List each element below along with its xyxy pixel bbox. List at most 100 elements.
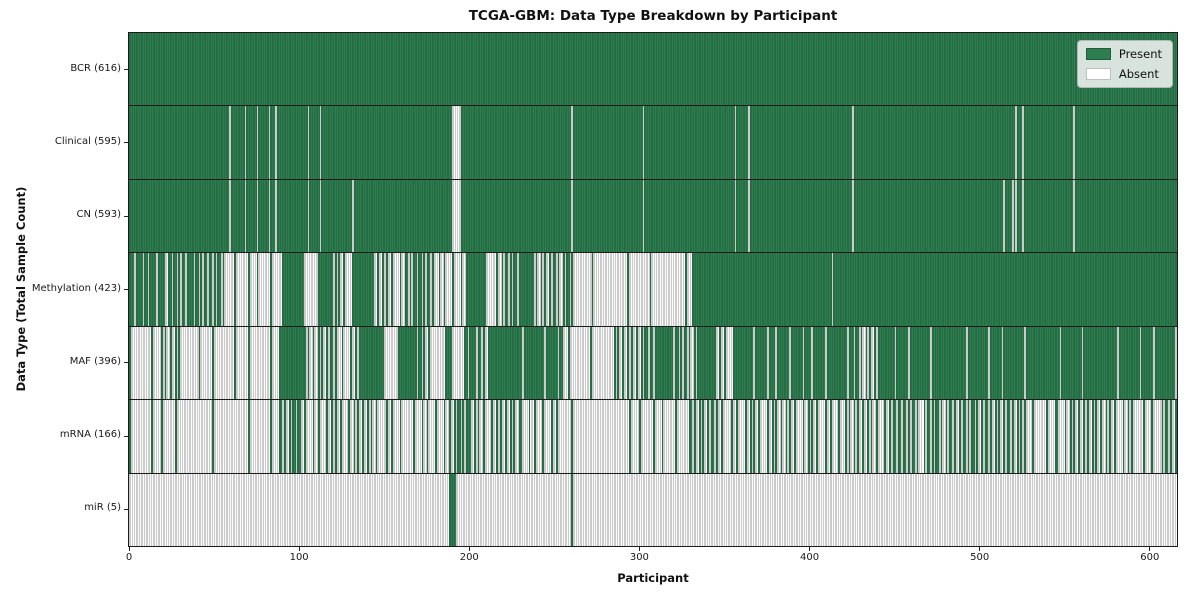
absent-run bbox=[1163, 400, 1166, 473]
absent-run bbox=[215, 253, 218, 326]
present-run bbox=[875, 400, 878, 473]
absent-run bbox=[1168, 400, 1171, 473]
absent-run bbox=[715, 326, 720, 400]
absent-run bbox=[1139, 326, 1142, 400]
present-run bbox=[884, 400, 887, 473]
present-run bbox=[391, 400, 393, 473]
absent-run bbox=[573, 473, 1177, 546]
present-run bbox=[680, 326, 682, 400]
absent-run bbox=[653, 326, 655, 400]
absent-run bbox=[214, 400, 249, 473]
absent-run bbox=[870, 326, 875, 400]
absent-run bbox=[450, 400, 454, 473]
absent-run bbox=[933, 400, 936, 473]
x-tick-label: 600 bbox=[1140, 552, 1160, 563]
absent-run bbox=[930, 400, 932, 473]
present-run bbox=[870, 400, 873, 473]
absent-run bbox=[336, 326, 342, 400]
present-run bbox=[292, 400, 296, 473]
present-run bbox=[353, 179, 453, 253]
absent-run bbox=[535, 400, 543, 473]
present-run bbox=[724, 326, 727, 400]
absent-run bbox=[163, 400, 175, 473]
x-tick-mark bbox=[298, 547, 300, 551]
present-run bbox=[151, 400, 153, 473]
present-run bbox=[1017, 400, 1019, 473]
absent-run bbox=[877, 400, 885, 473]
present-run bbox=[278, 400, 283, 473]
present-run bbox=[556, 400, 558, 473]
present-run bbox=[641, 326, 643, 400]
present-run bbox=[702, 400, 705, 473]
present-run bbox=[1151, 400, 1154, 473]
y-tick-mark bbox=[124, 435, 128, 437]
absent-run bbox=[942, 400, 946, 473]
present-run bbox=[457, 400, 461, 473]
present-run bbox=[1003, 326, 1024, 400]
absent-run bbox=[862, 326, 866, 400]
present-run bbox=[903, 400, 907, 473]
present-run bbox=[399, 253, 402, 326]
present-run bbox=[178, 253, 181, 326]
absent-run bbox=[542, 253, 545, 326]
absent-run bbox=[319, 400, 327, 473]
present-run bbox=[954, 400, 956, 473]
present-run bbox=[780, 400, 783, 473]
absent-run bbox=[336, 253, 339, 326]
present-run bbox=[848, 400, 851, 473]
absent-run bbox=[996, 400, 999, 473]
absent-run bbox=[152, 400, 162, 473]
present-run bbox=[721, 400, 723, 473]
present-run bbox=[923, 400, 926, 473]
present-run bbox=[635, 326, 638, 400]
absent-run bbox=[858, 326, 861, 400]
present-run bbox=[297, 400, 301, 473]
present-run bbox=[1131, 400, 1133, 473]
absent-run bbox=[618, 326, 623, 400]
absent-run bbox=[1022, 106, 1024, 179]
present-run bbox=[504, 253, 509, 326]
absent-run bbox=[938, 400, 941, 473]
present-run bbox=[811, 400, 813, 473]
absent-run bbox=[695, 400, 699, 473]
present-run bbox=[976, 400, 978, 473]
absent-run bbox=[401, 400, 414, 473]
present-run bbox=[358, 326, 385, 400]
present-run bbox=[1086, 400, 1089, 473]
present-run bbox=[129, 106, 230, 179]
present-run bbox=[283, 400, 286, 473]
heatmap-plot-area: Present Absent bbox=[128, 32, 1178, 547]
present-run bbox=[550, 400, 553, 473]
absent-run bbox=[244, 179, 247, 253]
present-run bbox=[312, 400, 315, 473]
x-tick-label: 300 bbox=[629, 552, 649, 563]
absent-run bbox=[787, 400, 790, 473]
absent-run bbox=[564, 253, 567, 326]
present-run bbox=[932, 400, 934, 473]
absent-run bbox=[358, 400, 363, 473]
present-run bbox=[719, 326, 722, 400]
absent-run bbox=[1144, 400, 1152, 473]
absent-run bbox=[319, 106, 322, 179]
present-run bbox=[1083, 400, 1086, 473]
present-run bbox=[544, 253, 546, 326]
absent-run bbox=[511, 253, 514, 326]
present-run bbox=[613, 326, 616, 400]
present-run bbox=[959, 400, 961, 473]
absent-run bbox=[573, 253, 592, 326]
absent-run bbox=[339, 253, 344, 326]
present-run bbox=[409, 253, 412, 326]
present-run bbox=[504, 400, 507, 473]
absent-run bbox=[258, 253, 271, 326]
absent-run bbox=[1022, 400, 1024, 473]
absent-run bbox=[445, 400, 449, 473]
absent-run bbox=[840, 400, 846, 473]
present-run bbox=[460, 179, 572, 253]
present-run bbox=[214, 253, 216, 326]
present-run bbox=[309, 106, 320, 179]
absent-run bbox=[637, 326, 642, 400]
present-run bbox=[496, 400, 499, 473]
present-run bbox=[453, 400, 456, 473]
absent-run bbox=[336, 400, 340, 473]
y-tick-mark bbox=[124, 215, 128, 217]
